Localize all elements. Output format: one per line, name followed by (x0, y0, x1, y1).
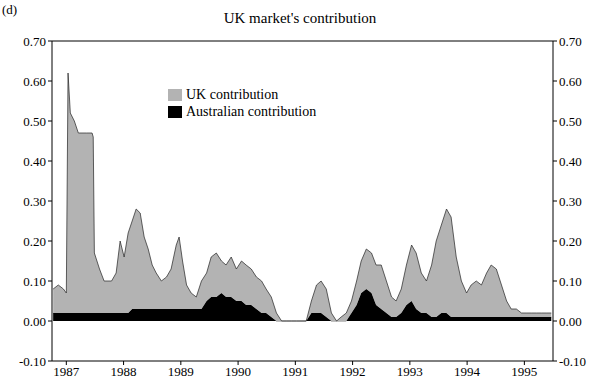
svg-text:0.60: 0.60 (23, 74, 46, 89)
svg-text:0.70: 0.70 (559, 34, 582, 49)
html-text:UK market's contribution: UK market's contribution (223, 10, 377, 26)
svg-text:1992: 1992 (340, 364, 366, 379)
svg-text:1991: 1991 (282, 364, 308, 379)
svg-text:0.50: 0.50 (23, 114, 46, 129)
html-text:(d): (d) (2, 2, 18, 17)
svg-text:1989: 1989 (168, 364, 194, 379)
html-text:Australian contribution: Australian contribution (186, 104, 317, 119)
svg-text:1990: 1990 (225, 364, 251, 379)
svg-text:0.30: 0.30 (559, 194, 582, 209)
svg-text:0.10: 0.10 (23, 274, 46, 289)
svg-text:0.40: 0.40 (23, 154, 46, 169)
svg-text:0.00: 0.00 (23, 314, 46, 329)
svg-text:1987: 1987 (53, 364, 80, 379)
svg-text:0.00: 0.00 (559, 314, 582, 329)
svg-text:0.20: 0.20 (23, 234, 46, 249)
svg-text:0.50: 0.50 (559, 114, 582, 129)
svg-text:1995: 1995 (511, 364, 537, 379)
svg-text:0.70: 0.70 (23, 34, 46, 49)
svg-text:1994: 1994 (454, 364, 481, 379)
svg-text:0.20: 0.20 (559, 234, 582, 249)
svg-text:0.10: 0.10 (559, 274, 582, 289)
svg-text:0.30: 0.30 (23, 194, 46, 209)
svg-text:0.40: 0.40 (559, 154, 582, 169)
html-text:UK contribution: UK contribution (186, 87, 279, 102)
svg-text:1988: 1988 (111, 364, 137, 379)
svg-text:-0.10: -0.10 (19, 354, 46, 369)
svg-text:-0.10: -0.10 (559, 354, 586, 369)
svg-text:1993: 1993 (397, 364, 423, 379)
svg-text:0.60: 0.60 (559, 74, 582, 89)
